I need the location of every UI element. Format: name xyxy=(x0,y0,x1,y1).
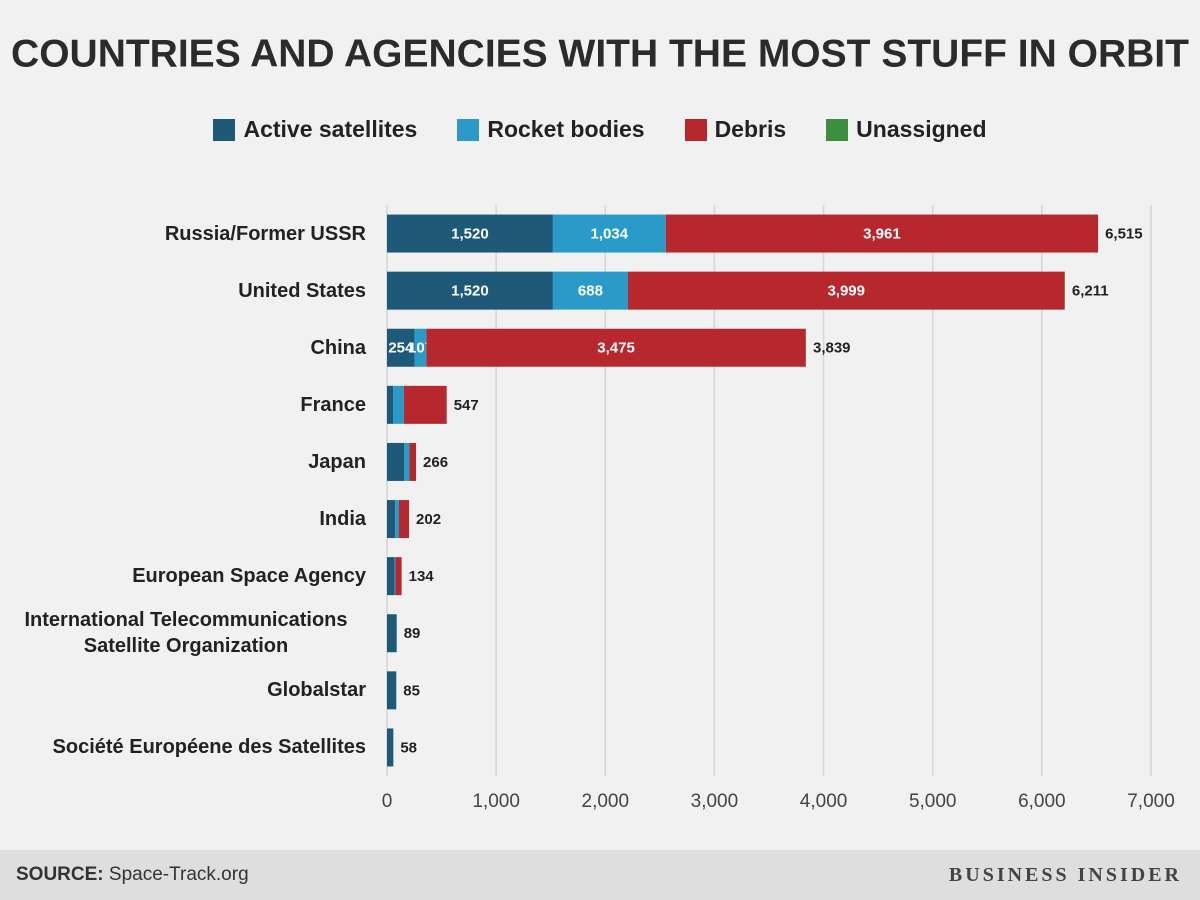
x-tick-label: 7,000 xyxy=(1127,791,1175,812)
bar-value-label: 3,475 xyxy=(597,340,635,357)
bar-value-label: 1,520 xyxy=(451,226,489,243)
bar-segment xyxy=(387,442,405,481)
legend-label: Debris xyxy=(714,116,787,142)
legend-label: Active satellites xyxy=(243,116,418,142)
bar-segment xyxy=(387,728,394,767)
legend-item: Active satellites xyxy=(213,116,417,143)
bar-segment xyxy=(395,500,400,539)
y-tick-label: Globalstar xyxy=(267,679,366,702)
bar-segment xyxy=(414,328,427,367)
bar-segment xyxy=(393,385,404,424)
x-tick-label: 2,000 xyxy=(582,791,630,812)
y-tick-label: United States xyxy=(238,279,366,302)
bar-segment xyxy=(403,385,447,424)
source-label: SOURCE: xyxy=(16,864,104,885)
bar-segment xyxy=(387,328,415,367)
legend-label: Unassigned xyxy=(856,116,987,142)
y-tick-label: France xyxy=(300,393,366,416)
legend: Active satellites Rocket bodies Debris Unas… xyxy=(0,116,1200,143)
legend-item: Unassigned xyxy=(826,116,987,143)
bar-segment xyxy=(395,557,402,596)
legend-swatch xyxy=(684,118,707,141)
bar-segment xyxy=(387,557,395,596)
source: SOURCE: Space-Track.org xyxy=(16,864,249,886)
source-text: Space-Track.org xyxy=(108,864,249,885)
bar-segment xyxy=(399,500,410,539)
bar-segment xyxy=(387,671,397,710)
bar-value-label: 688 xyxy=(578,283,603,300)
total-label: 266 xyxy=(423,454,448,471)
bar-segment xyxy=(387,500,396,539)
bar-value-label: 254 xyxy=(388,340,414,357)
y-tick-label: Japan xyxy=(308,450,366,473)
total-label: 6,211 xyxy=(1072,283,1109,300)
legend-swatch xyxy=(213,118,236,141)
bar-value-label: 3,961 xyxy=(863,226,901,243)
y-tick-label: India xyxy=(319,508,366,531)
x-tick-label: 3,000 xyxy=(691,791,739,812)
bar-segment xyxy=(387,385,394,424)
y-tick-label: China xyxy=(310,336,366,359)
y-tick-label: European Space Agency xyxy=(132,565,366,588)
bar-segment xyxy=(404,442,410,481)
chart-title: COUNTRIES AND AGENCIES WITH THE MOST STU… xyxy=(11,32,1189,75)
brand: BUSINESS INSIDER xyxy=(948,864,1182,886)
total-label: 547 xyxy=(454,397,479,414)
legend-item: Debris xyxy=(684,116,787,143)
total-label: 89 xyxy=(404,625,421,642)
bar-segment xyxy=(387,271,553,310)
total-label: 85 xyxy=(403,682,420,699)
bar-segment xyxy=(387,614,397,653)
x-tick-label: 1,000 xyxy=(472,791,520,812)
legend-swatch xyxy=(457,118,480,141)
x-tick-label: 5,000 xyxy=(909,791,957,812)
bar-segment xyxy=(552,214,666,253)
total-label: 6,515 xyxy=(1105,226,1143,243)
bar-value-label: 1,034 xyxy=(591,226,629,243)
y-tick-label: Société Européene des Satellites xyxy=(52,736,366,759)
legend-label: Rocket bodies xyxy=(487,116,645,142)
total-label: 202 xyxy=(416,511,441,528)
chart: COUNTRIES AND AGENCIES WITH THE MOST STU… xyxy=(11,32,1189,812)
x-tick-label: 4,000 xyxy=(800,791,848,812)
bar-segment xyxy=(665,214,1099,253)
bar-segment xyxy=(394,557,396,596)
bar-segment xyxy=(409,442,417,481)
legend-item: Rocket bodies xyxy=(457,116,645,143)
bar-value-label: 3,999 xyxy=(827,283,865,300)
total-label: 58 xyxy=(400,739,417,756)
bar-segment xyxy=(426,328,806,367)
y-tick-label: International Telecommunications Satelli… xyxy=(24,609,348,658)
bar-value-label: 1,520 xyxy=(451,283,489,300)
legend-swatch xyxy=(826,118,849,141)
total-label: 3,839 xyxy=(813,340,851,357)
bar-segment xyxy=(552,271,628,310)
y-tick-label: Russia/Former USSR xyxy=(164,222,366,245)
bar-segment xyxy=(387,214,553,253)
total-label: 134 xyxy=(409,568,435,585)
footer: SOURCE: Space-Track.org BUSINESS INSIDER xyxy=(0,850,1200,900)
x-tick-label: 6,000 xyxy=(1018,791,1066,812)
bar-segment xyxy=(627,271,1065,310)
x-tick-label: 0 xyxy=(382,791,393,812)
